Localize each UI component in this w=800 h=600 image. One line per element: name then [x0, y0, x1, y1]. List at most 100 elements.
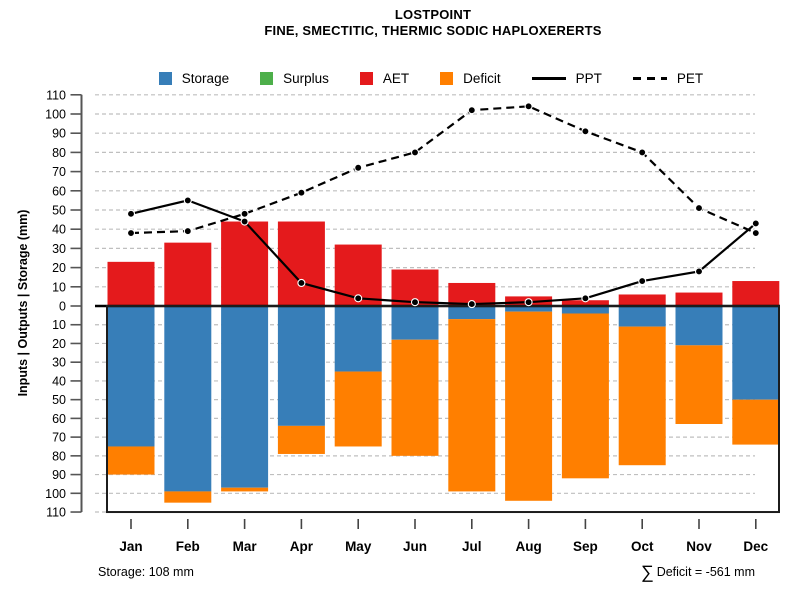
aet-bar-oct [618, 294, 666, 306]
month-label-aug: Aug [515, 539, 541, 554]
deficit-bar-apr [277, 425, 325, 454]
chart-legend: Storage Surplus AET Deficit PPT PET [95, 66, 767, 90]
aet-bar-jul [448, 282, 496, 306]
storage-bar-feb [164, 306, 212, 492]
outputs-box [106, 305, 780, 514]
storage-bar-nov [675, 306, 723, 346]
month-label-feb: Feb [176, 539, 200, 554]
legend-item-deficit: Deficit [440, 71, 501, 86]
deficit-bar-may [334, 371, 382, 447]
aet-bar-dec [732, 281, 780, 306]
aet-bar-jan [107, 261, 155, 306]
aet-swatch-icon [359, 71, 373, 85]
y-tick-label: 110 [46, 506, 66, 520]
storage-bar-apr [277, 306, 325, 426]
chart-subtitle: FINE, SMECTITIC, THERMIC SODIC HAPLOXERE… [264, 23, 602, 38]
storage-bar-jan [107, 306, 155, 447]
sum-deficit-note: ∑ Deficit = -561 mm [0, 562, 755, 583]
legend-label-deficit: Deficit [463, 70, 501, 86]
y-tick-label: 80 [52, 146, 66, 160]
y-tick-label: 50 [52, 393, 66, 407]
y-tick-label: 90 [52, 127, 66, 141]
storage-bar-aug [505, 306, 553, 312]
deficit-bar-oct [618, 326, 666, 466]
month-label-oct: Oct [631, 539, 654, 554]
bars [107, 221, 780, 503]
y-axis: 1101009080706050403020100102030405060708… [45, 88, 83, 520]
y-tick-label: 10 [52, 280, 66, 294]
deficit-swatch-icon [440, 71, 454, 85]
month-label-apr: Apr [290, 539, 314, 554]
legend-item-surplus: Surplus [260, 71, 329, 86]
chart-title-block: LOSTPOINT FINE, SMECTITIC, THERMIC SODIC… [63, 7, 800, 39]
y-tick-label: 110 [46, 88, 66, 102]
aet-bar-apr [277, 221, 325, 306]
y-tick-label: 40 [52, 223, 66, 237]
storage-swatch-icon [158, 71, 172, 85]
y-tick-label: 80 [52, 449, 66, 463]
y-tick-label: 0 [59, 300, 66, 314]
aet-bar-feb [164, 242, 212, 306]
deficit-bar-feb [164, 491, 212, 503]
ppt-markers [126, 196, 760, 309]
month-label-may: May [345, 539, 372, 554]
y-tick-label: 30 [52, 242, 66, 256]
legend-item-aet: AET [359, 70, 410, 86]
y-tick-label: 60 [52, 184, 66, 198]
y-tick-label: 40 [52, 374, 66, 388]
storage-bar-oct [618, 306, 666, 327]
deficit-bar-aug [505, 311, 553, 501]
aet-bar-mar [221, 221, 269, 306]
month-label-jun: Jun [403, 539, 427, 554]
storage-bar-mar [221, 306, 269, 488]
y-tick-label: 100 [45, 487, 66, 501]
month-label-sep: Sep [573, 539, 598, 554]
legend-item-storage: Storage [158, 70, 230, 86]
aet-bar-sep [561, 300, 609, 306]
chart-title: LOSTPOINT [394, 7, 472, 22]
deficit-bar-dec [732, 399, 780, 445]
y-tick-label: 20 [52, 261, 66, 275]
solid-line-icon [531, 76, 566, 80]
y-tick-label: 70 [52, 165, 66, 179]
y-tick-label: 70 [52, 431, 66, 445]
deficit-bar-jul [448, 319, 496, 492]
deficit-bar-sep [561, 313, 609, 479]
sigma-icon: ∑ [640, 562, 654, 582]
ppt-line [130, 199, 757, 306]
month-label-dec: Dec [743, 539, 768, 554]
y-tick-label: 60 [52, 412, 66, 426]
y-tick-label: 90 [52, 468, 66, 482]
legend-label-ppt: PPT [575, 70, 602, 86]
legend-item-ppt: PPT [531, 70, 602, 86]
pet-markers [126, 102, 760, 238]
legend-label-surplus: Surplus [283, 70, 329, 86]
y-tick-label: 50 [52, 204, 66, 218]
y-tick-label: 10 [52, 318, 66, 332]
surplus-swatch-icon [260, 71, 274, 85]
storage-bar-may [334, 306, 382, 372]
legend-label-pet: PET [676, 70, 704, 86]
dashed-line-icon [632, 76, 667, 80]
y-tick-label: 30 [52, 356, 66, 370]
month-label-jul: Jul [462, 539, 482, 554]
y-axis-title: Inputs | Outputs | Storage (mm) [16, 210, 30, 397]
deficit-bar-nov [675, 345, 723, 424]
storage-note: Storage: 108 mm [98, 565, 194, 579]
deficit-bar-jan [107, 446, 155, 475]
pet-line [130, 105, 757, 235]
storage-bar-sep [561, 306, 609, 314]
legend-label-aet: AET [382, 70, 410, 86]
storage-bar-jul [448, 306, 496, 320]
legend-item-pet: PET [632, 70, 704, 86]
legend-label-storage: Storage [181, 70, 230, 86]
month-label-nov: Nov [686, 539, 712, 554]
y-tick-label: 20 [52, 337, 66, 351]
x-axis: Jan Feb Mar Apr May Jun Jul Aug Sep Oct Nov Dec [119, 519, 769, 554]
month-label-mar: Mar [233, 539, 258, 554]
deficit-bar-jun [391, 339, 439, 456]
storage-bar-dec [732, 306, 780, 400]
deficit-bar-mar [221, 487, 269, 492]
